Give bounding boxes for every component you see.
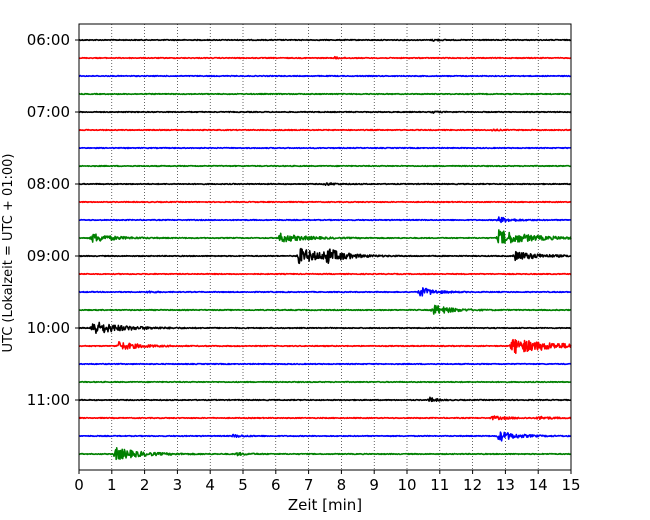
trace-0715 (78, 128, 572, 132)
y-tick-label: 11:00 (27, 391, 70, 409)
y-axis-ticks: 06:00 07:00 08:00 09:00 10:00 11:00 (27, 31, 79, 409)
x-tick-label: 13 (496, 476, 515, 494)
x-axis-label: Zeit [min] (288, 496, 362, 514)
trace-0700 (78, 110, 572, 114)
x-tick-label: 11 (430, 476, 449, 494)
trace-0930 (78, 287, 572, 297)
trace-1030 (78, 362, 572, 366)
trace-0730 (78, 146, 572, 150)
trace-1115 (78, 415, 572, 421)
y-axis-label: UTC (Lokalzeit = UTC + 01:00) (1, 154, 16, 353)
x-tick-label: 3 (173, 476, 183, 494)
trace-1100 (78, 396, 572, 403)
x-tick-label: 2 (140, 476, 150, 494)
trace-0945 (78, 304, 572, 315)
y-tick-label: 10:00 (27, 319, 70, 337)
trace-0745 (78, 164, 572, 168)
x-tick-label: 0 (74, 476, 84, 494)
trace-0915 (78, 272, 572, 276)
y-tick-label: 07:00 (27, 103, 70, 121)
x-tick-label: 14 (529, 476, 548, 494)
trace-0900 (78, 247, 572, 265)
trace-1145 (78, 447, 572, 461)
x-tick-label: 7 (304, 476, 314, 494)
x-tick-label: 15 (561, 476, 580, 494)
trace-0815 (78, 200, 572, 204)
x-tick-label: 9 (369, 476, 379, 494)
trace-0645 (78, 92, 572, 96)
trace-0800 (78, 182, 572, 186)
x-tick-label: 4 (205, 476, 215, 494)
trace-0600 (78, 38, 572, 42)
x-tick-label: 12 (463, 476, 482, 494)
trace-0830 (78, 216, 572, 224)
y-tick-label: 09:00 (27, 247, 70, 265)
x-tick-label: 1 (107, 476, 117, 494)
trace-1045 (78, 380, 572, 384)
x-tick-label: 5 (238, 476, 248, 494)
trace-1000 (78, 321, 572, 335)
x-axis-ticks: 0 1 2 3 4 5 6 7 8 9 10 11 12 13 14 15 (74, 470, 581, 494)
trace-0615 (78, 55, 572, 60)
x-tick-label: 10 (397, 476, 416, 494)
grid-layer (111, 24, 539, 470)
y-tick-label: 06:00 (27, 31, 70, 49)
x-tick-label: 6 (271, 476, 281, 494)
trace-0845 (78, 229, 572, 244)
trace-0630 (78, 74, 572, 78)
x-tick-label: 8 (337, 476, 347, 494)
trace-1130 (78, 431, 572, 442)
y-tick-label: 08:00 (27, 175, 70, 193)
trace-1015 (78, 338, 572, 355)
plot-frame (78, 23, 572, 471)
trace-layer (78, 38, 572, 461)
